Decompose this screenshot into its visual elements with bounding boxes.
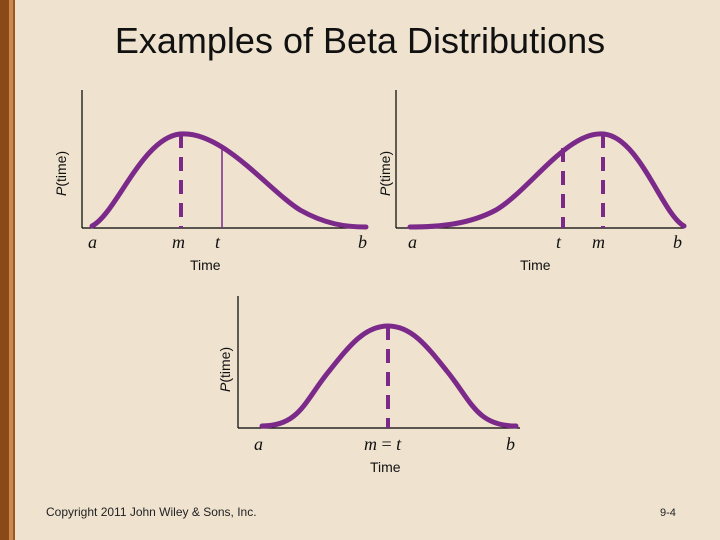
label-a: a bbox=[254, 434, 263, 454]
label-a: a bbox=[408, 232, 417, 252]
label-a: a bbox=[88, 232, 97, 252]
left-border-stripe-light bbox=[9, 0, 13, 540]
panel-right-skewed: P(time) a t m b Time bbox=[377, 90, 687, 273]
label-b: b bbox=[506, 434, 515, 454]
slide-title: Examples of Beta Distributions bbox=[114, 20, 606, 61]
left-border-stripe-inner bbox=[13, 0, 15, 540]
left-border-stripe bbox=[0, 0, 9, 540]
page-number: 9-4 bbox=[660, 507, 676, 519]
label-m: m bbox=[592, 232, 605, 252]
x-axis-label: Time bbox=[520, 257, 551, 273]
label-m-equals-t: m = t bbox=[364, 434, 402, 454]
beta-curve bbox=[407, 131, 687, 230]
y-axis-label: P(time) bbox=[53, 151, 69, 196]
panel-symmetric: P(time) a m = t b Time bbox=[217, 296, 520, 475]
x-axis-label: Time bbox=[190, 257, 221, 273]
beta-curve bbox=[89, 131, 369, 230]
label-m: m bbox=[172, 232, 185, 252]
label-t: t bbox=[556, 232, 562, 252]
label-b: b bbox=[358, 232, 367, 252]
y-axis-label: P(time) bbox=[217, 347, 233, 392]
y-axis-label: P(time) bbox=[377, 151, 393, 196]
panel-left-skewed: P(time) a m t b Time bbox=[53, 90, 369, 273]
label-t: t bbox=[215, 232, 221, 252]
label-b: b bbox=[673, 232, 682, 252]
x-axis-label: Time bbox=[370, 459, 401, 475]
copyright-notice: Copyright 2011 John Wiley & Sons, Inc. bbox=[46, 505, 257, 519]
